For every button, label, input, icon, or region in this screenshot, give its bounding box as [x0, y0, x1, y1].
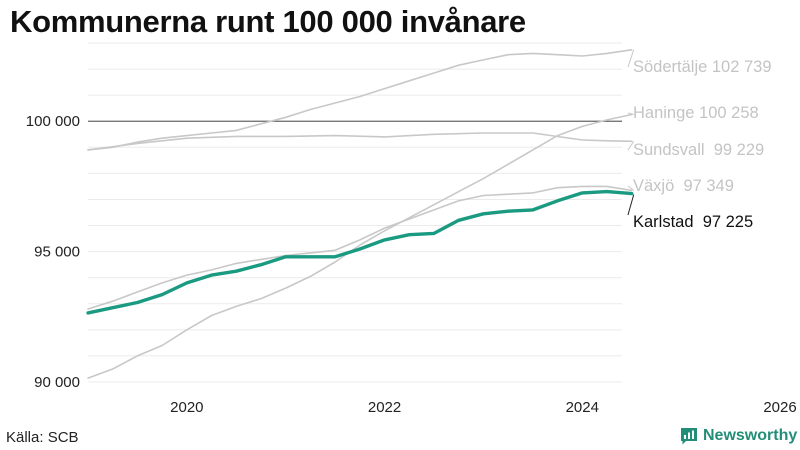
chart-title: Kommunerna runt 100 000 invånare — [10, 4, 526, 39]
series-line-sundsvall — [87, 132, 633, 151]
series-line-v-xj- — [87, 185, 633, 310]
leader-line-v-xj- — [627, 185, 635, 191]
x-tick-label: 2026 — [763, 399, 796, 416]
y-axis-ticks: 90 000 95 000 100 000 — [26, 113, 80, 391]
series-label-sundsvall: Sundsvall 99 229 — [633, 141, 764, 159]
x-tick-label: 2022 — [368, 399, 401, 416]
leader-line-s-dert-lje — [627, 49, 635, 68]
y-tick-label: 100 000 — [26, 113, 80, 130]
brand-name: Newsworthy — [703, 427, 798, 444]
newsworthy-logo-icon — [681, 428, 697, 445]
series-end-labels: Södertälje 102 739 Haninge 100 258 Sundsva… — [627, 49, 772, 231]
brand-mark[interactable]: Newsworthy — [680, 424, 797, 448]
source-note: Källa: SCB — [6, 429, 79, 446]
y-tick-label: 95 000 — [34, 244, 80, 261]
series-label-v-xj-: Växjö 97 349 — [633, 177, 734, 195]
series-label-karlstad: Karlstad 97 225 — [633, 213, 753, 231]
series-label-haninge: Haninge 100 258 — [633, 104, 759, 122]
series-line-haninge — [87, 113, 633, 379]
leader-line-karlstad — [627, 194, 635, 216]
series-line-karlstad — [86, 189, 634, 315]
leader-line-haninge — [627, 112, 634, 115]
x-tick-label: 2020 — [170, 399, 203, 416]
x-tick-label: 2024 — [566, 399, 599, 416]
series-label-s-dert-lje: Södertälje 102 739 — [633, 58, 772, 76]
y-tick-label: 90 000 — [34, 374, 80, 391]
series-lines — [86, 49, 634, 379]
grid-lines — [88, 42, 622, 383]
leader-line-sundsvall — [627, 141, 635, 151]
series-line-s-dert-lje — [87, 49, 633, 151]
x-axis-ticks: 2020 2022 2024 2026 — [170, 399, 797, 416]
